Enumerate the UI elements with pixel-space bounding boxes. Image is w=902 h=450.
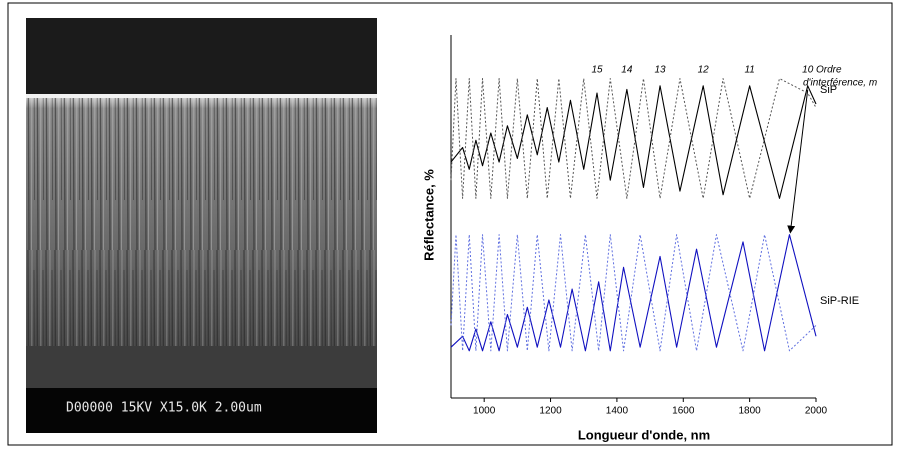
- curve-label: SiP-RIE: [820, 295, 859, 307]
- order-caption: d'interférence, m: [803, 78, 877, 89]
- sem-top-edge: [26, 94, 377, 98]
- x-tick-label: 2000: [805, 406, 828, 417]
- theory-line: [450, 78, 817, 199]
- frame: [7, 2, 893, 446]
- order-label: 11: [744, 65, 754, 76]
- sem-substrate: [26, 346, 377, 388]
- x-tick-label: 1000: [473, 406, 496, 417]
- measured-line: [450, 234, 817, 352]
- order-label: 15: [591, 65, 603, 76]
- order-label: 14: [621, 65, 633, 76]
- shift-arrow: [787, 89, 809, 234]
- sem-caption: D00000 15KV X15.0K 2.00um: [66, 401, 262, 416]
- order-caption: Ordre: [816, 65, 842, 76]
- x-tick-label: 1400: [606, 406, 629, 417]
- sem-column-texture: [26, 96, 377, 346]
- x-tick-label: 1200: [539, 406, 562, 417]
- y-axis-title: Réflectance, %: [421, 169, 436, 261]
- sem-image: D00000 15KV X15.0K 2.00um: [26, 18, 377, 433]
- x-tick-label: 1800: [739, 406, 762, 417]
- sem-info-bar: [26, 388, 377, 433]
- order-label: 10: [802, 65, 814, 76]
- x-axis-title: Longueur d'onde, nm: [578, 427, 710, 442]
- order-label: 12: [698, 65, 710, 76]
- curve-label: SiP: [820, 84, 837, 96]
- chart: Longueur d'onde, nm Réflectance, % 1000 1…: [421, 35, 877, 442]
- order-label: 13: [654, 65, 666, 76]
- measured-line: [450, 85, 817, 199]
- x-tick-label: 1600: [672, 406, 695, 417]
